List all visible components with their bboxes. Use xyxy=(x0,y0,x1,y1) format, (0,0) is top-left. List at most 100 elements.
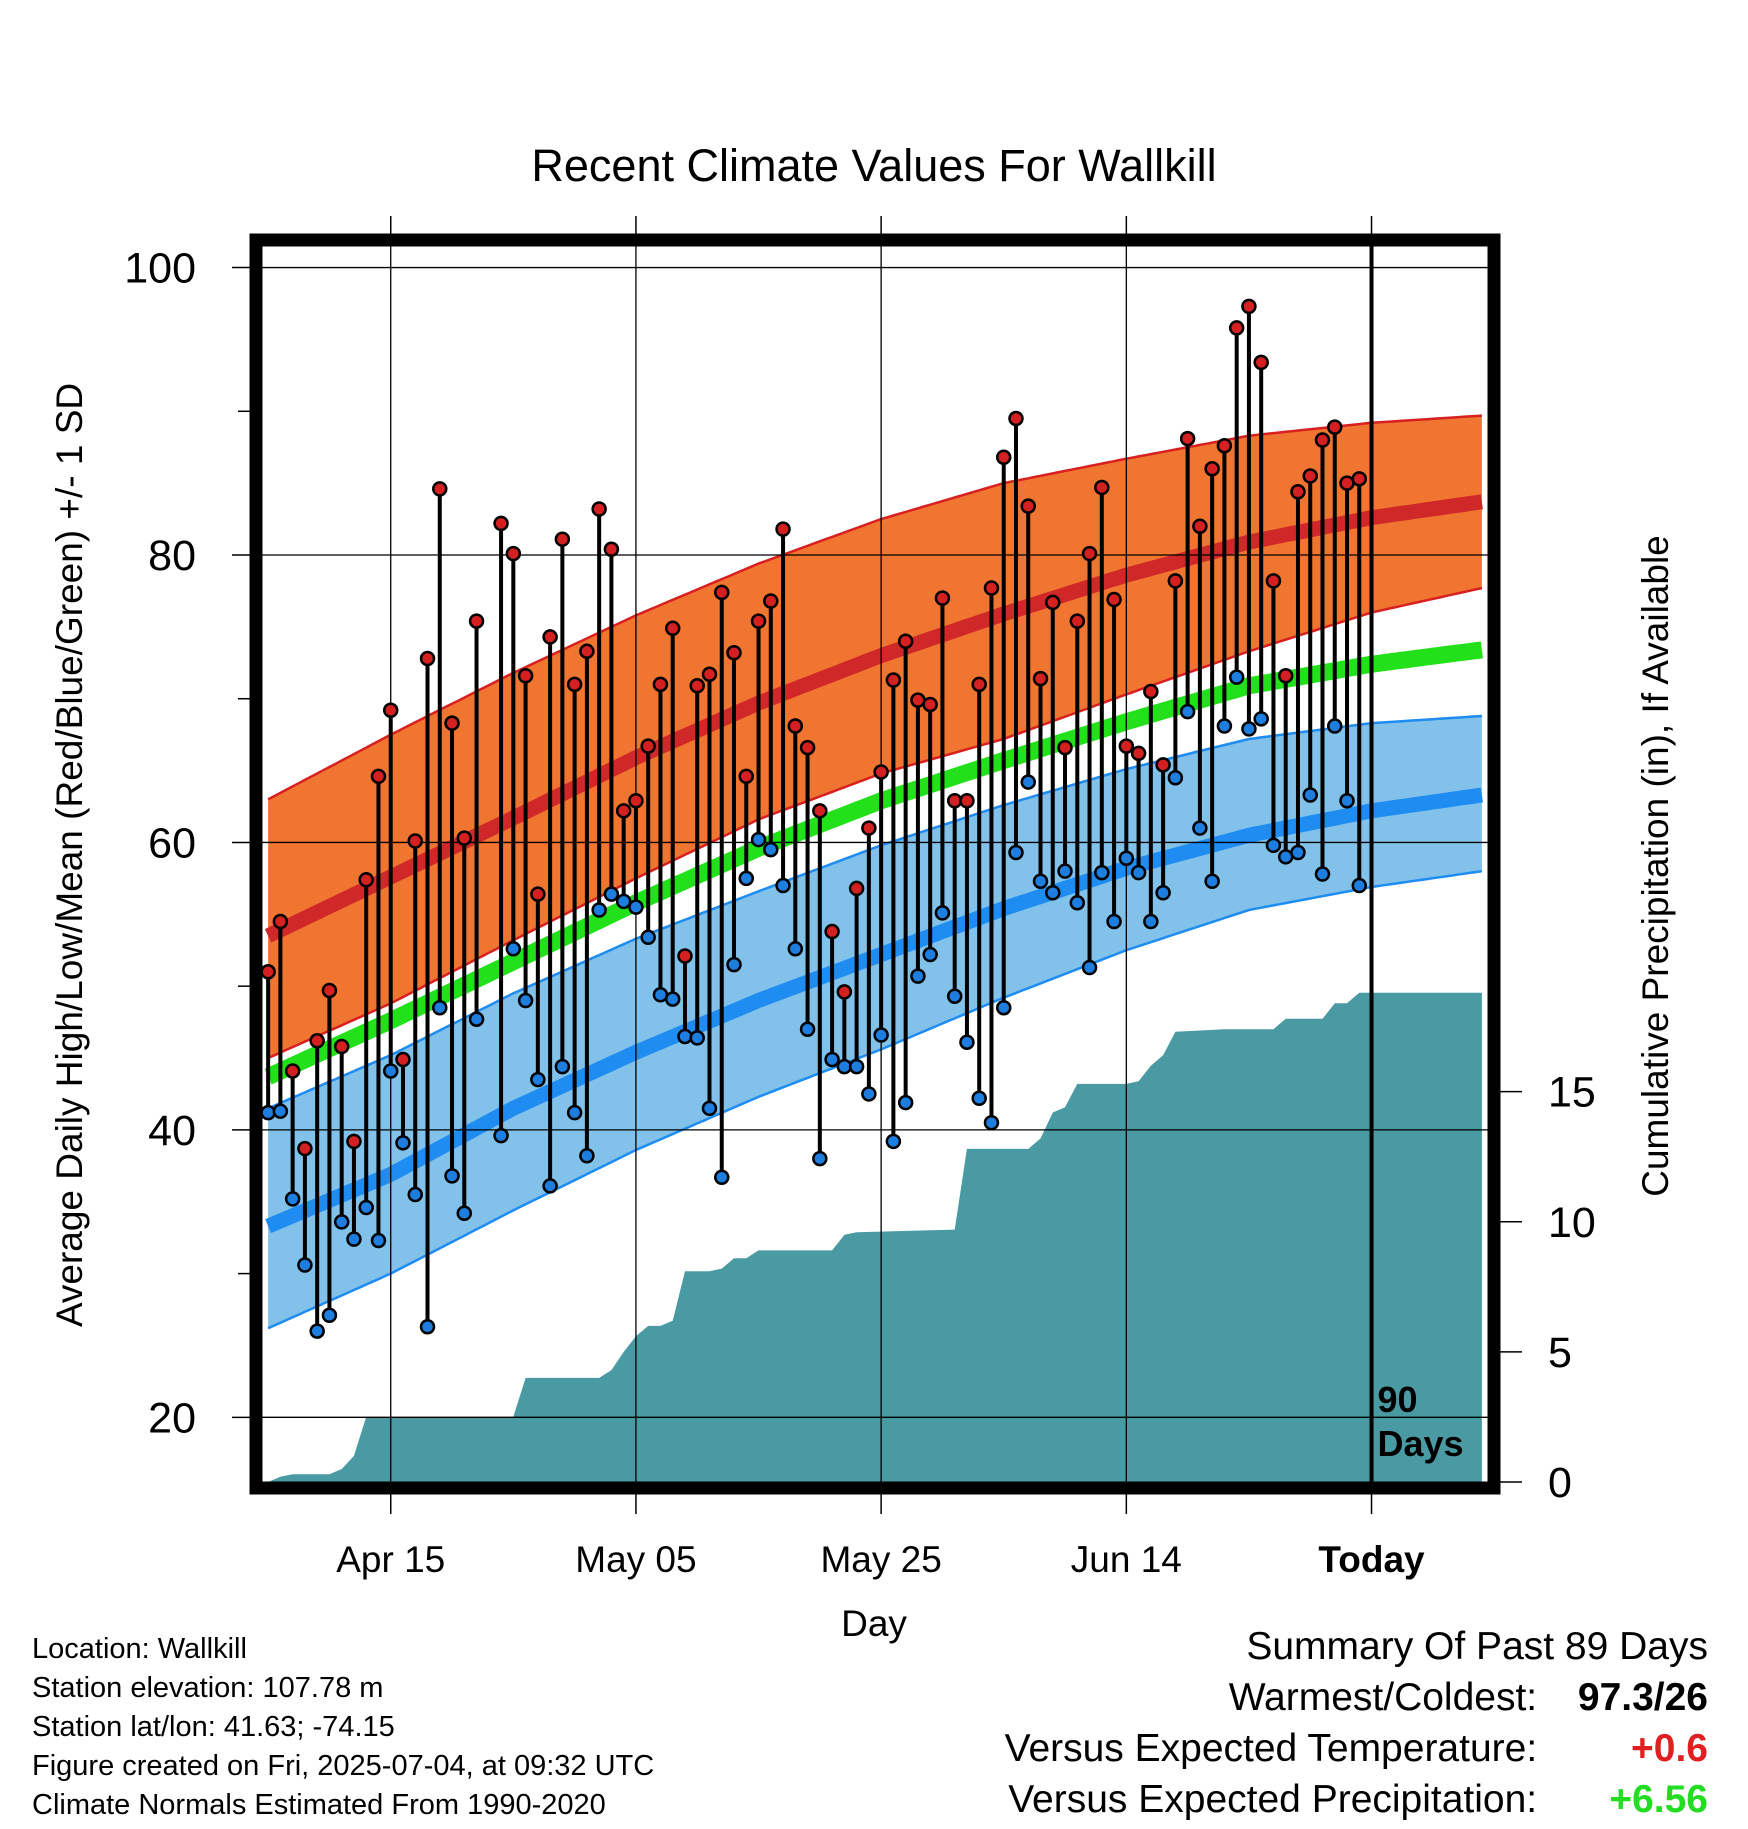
warmest-coldest-value: 97.3/26 xyxy=(1577,1676,1708,1719)
daily-low-point xyxy=(1228,669,1245,685)
daily-high-point xyxy=(824,923,840,940)
daily-high-point xyxy=(615,803,632,819)
daily-high-point xyxy=(260,964,276,980)
location-text: Location: Wallkill xyxy=(32,1633,247,1665)
daily-low-point xyxy=(1216,718,1233,734)
daily-low-point xyxy=(615,893,632,910)
warmest-coldest-label: Warmest/Coldest: xyxy=(1228,1676,1538,1719)
daily-high-point xyxy=(1118,738,1135,754)
x-tick-label: May 05 xyxy=(575,1539,696,1580)
daily-high-point xyxy=(726,644,742,661)
daily-high-point xyxy=(1081,545,1098,562)
daily-low-point xyxy=(444,1168,460,1184)
daily-low-point xyxy=(1327,718,1343,734)
daily-low-point xyxy=(995,999,1012,1016)
daily-high-point xyxy=(799,739,816,756)
daily-high-point xyxy=(309,1033,325,1049)
daily-low-point xyxy=(775,877,791,894)
daily-low-point xyxy=(1290,844,1306,861)
daily-low-point xyxy=(1130,864,1147,881)
x-tick-label: Today xyxy=(1318,1539,1425,1580)
daily-high-point xyxy=(505,545,522,562)
daily-low-point xyxy=(726,956,742,973)
chart-title: Recent Climate Values For Wallkill xyxy=(531,140,1216,191)
daily-high-point xyxy=(272,913,289,930)
low-lower-sd-line xyxy=(267,869,1483,1330)
temp-departure-value: +0.6 xyxy=(1631,1727,1708,1770)
daily-low-point xyxy=(1143,913,1159,930)
y2-axis-label: Cumulative Precipitation (in), If Availa… xyxy=(1635,535,1676,1197)
daily-high-point xyxy=(959,793,975,809)
daily-low-point xyxy=(1094,864,1110,881)
precip-departure-value: +6.56 xyxy=(1609,1778,1708,1821)
daily-high-point xyxy=(1265,573,1282,589)
daily-low-point xyxy=(946,988,963,1004)
daily-low-point xyxy=(934,905,951,921)
daily-high-point xyxy=(333,1038,350,1055)
daily-low-point xyxy=(456,1205,473,1221)
daily-high-point xyxy=(652,676,669,693)
daily-high-point xyxy=(628,793,644,809)
daily-low-point xyxy=(983,1114,1000,1131)
daily-high-point xyxy=(530,886,546,902)
daily-high-point xyxy=(1290,484,1306,500)
daily-high-point xyxy=(1032,670,1049,687)
daily-high-point xyxy=(861,820,877,836)
precip-departure-label: Versus Expected Precipitation: xyxy=(1008,1778,1538,1821)
daily-low-point xyxy=(468,1011,485,1027)
daily-low-point xyxy=(382,1063,399,1079)
daily-low-point xyxy=(689,1030,705,1046)
daily-high-point xyxy=(934,590,951,606)
daily-low-point xyxy=(787,941,804,957)
warmest-coldest-row: Warmest/Coldest: 97.3/26 xyxy=(1005,1676,1708,1727)
y-tick-label: 80 xyxy=(148,532,196,580)
daily-low-point xyxy=(714,1169,730,1186)
daily-high-point xyxy=(848,880,865,897)
summary-title: Summary Of Past 89 Days xyxy=(1246,1625,1708,1668)
daily-high-point xyxy=(738,768,755,785)
daily-low-point xyxy=(910,968,926,984)
high-upper-sd-line xyxy=(267,414,1482,801)
daily-low-point xyxy=(799,1021,816,1038)
daily-high-point xyxy=(664,620,681,637)
daily-high-point xyxy=(787,718,804,734)
daily-high-point xyxy=(1204,461,1220,477)
daily-high-point xyxy=(432,481,448,497)
daily-low-point xyxy=(284,1191,301,1207)
daily-high-point xyxy=(689,678,705,694)
daily-low-point xyxy=(763,841,779,858)
y-tick-label: 20 xyxy=(148,1394,196,1442)
daily-low-point xyxy=(1192,820,1208,836)
daily-low-point xyxy=(1302,787,1318,803)
daily-high-point xyxy=(763,593,779,609)
daily-high-point xyxy=(1130,745,1147,762)
daily-high-point xyxy=(836,984,853,1000)
daily-low-point xyxy=(542,1178,558,1194)
daily-high-point xyxy=(1351,471,1368,487)
daily-high-point xyxy=(297,1140,313,1157)
summary-panel: Summary Of Past 89 Days Warmest/Coldest:… xyxy=(1005,1625,1708,1829)
daily-low-point xyxy=(493,1127,509,1144)
daily-high-point xyxy=(1302,468,1318,484)
daily-low-point xyxy=(370,1232,387,1249)
created-text: Figure created on Fri, 2025-07-04, at 09… xyxy=(32,1750,655,1782)
daily-low-point xyxy=(346,1231,362,1247)
daily-high-point xyxy=(591,501,607,517)
daily-low-point xyxy=(1032,873,1049,889)
precipitation-area xyxy=(268,992,1482,1482)
daily-high-point xyxy=(579,643,595,660)
low-normal-line xyxy=(265,787,1483,1234)
daily-low-point xyxy=(1241,721,1257,737)
daily-high-point xyxy=(407,833,423,849)
daily-high-point xyxy=(456,830,473,846)
daily-high-point xyxy=(419,650,436,667)
daily-high-point xyxy=(1057,739,1073,756)
daily-low-point xyxy=(309,1323,325,1339)
daily-low-point xyxy=(1106,913,1122,930)
daily-low-point xyxy=(701,1100,718,1117)
daily-high-point xyxy=(971,676,987,693)
daily-low-point xyxy=(922,946,938,963)
daily-high-point xyxy=(1327,419,1343,435)
